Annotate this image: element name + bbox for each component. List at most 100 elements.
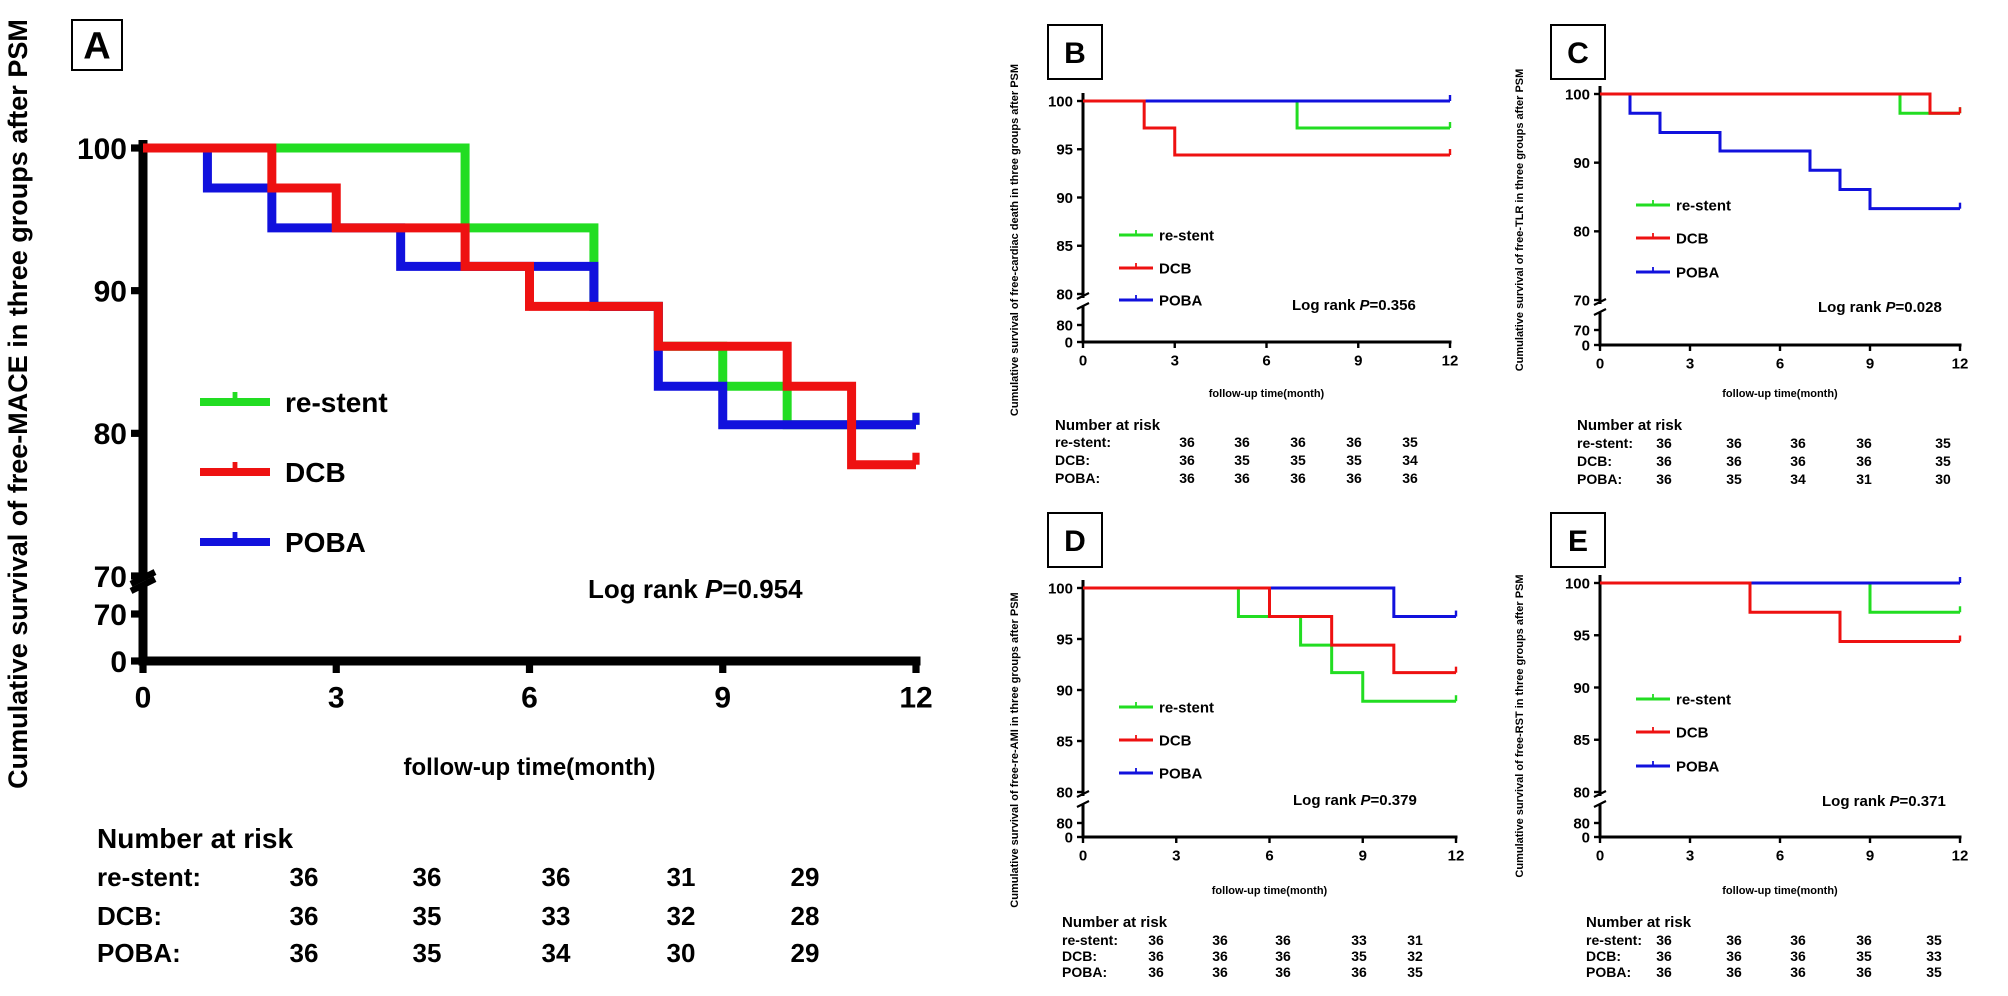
legend-label-re-stent: re-stent (1159, 227, 1214, 244)
panel-letter: D (1064, 525, 1086, 558)
y-axis-label: Cumulative survival of free-TLR in three… (1514, 69, 1526, 372)
risk-cell: 36 (1656, 964, 1672, 980)
risk-cell: 36 (1179, 434, 1195, 450)
km-curve-DCB (1600, 92, 1960, 115)
risk-cell: 36 (1656, 948, 1672, 964)
risk-cell: 34 (542, 938, 571, 968)
risk-cell: 33 (1351, 932, 1367, 948)
x-axis-label: follow-up time(month) (1722, 388, 1838, 400)
risk-cell: 35 (1856, 948, 1872, 964)
risk-cell: 35 (413, 901, 442, 931)
risk-cell: 36 (1179, 452, 1195, 468)
logrank-text: Log rank P=0.028 (1818, 299, 1942, 316)
risk-cell: 34 (1790, 471, 1806, 487)
risk-cell: 36 (1726, 453, 1742, 469)
y-tick-label: 90 (94, 275, 127, 308)
risk-cell: 31 (667, 862, 696, 892)
legend-label-re-stent: re-stent (1159, 699, 1214, 716)
y-tick-label: 95 (1056, 142, 1073, 159)
km-curve-POBA (1600, 92, 1960, 211)
risk-cell: 35 (1935, 435, 1951, 451)
logrank-p: P (1886, 299, 1897, 316)
risk-cell: 36 (1351, 964, 1367, 980)
risk-row-label: POBA: (1062, 964, 1107, 980)
risk-cell: 36 (1856, 932, 1872, 948)
logrank-p: P (1361, 792, 1372, 809)
risk-cell: 30 (1935, 471, 1951, 487)
x-tick-label: 9 (1866, 847, 1874, 864)
x-tick-label: 3 (1171, 352, 1179, 369)
risk-cell: 35 (1726, 471, 1742, 487)
x-tick-label: 0 (1596, 355, 1604, 372)
risk-cell: 36 (1275, 932, 1291, 948)
risk-cell: 36 (1275, 964, 1291, 980)
logrank-text: Log rank P=0.954 (588, 574, 803, 604)
risk-table-title: Number at risk (1062, 914, 1168, 931)
risk-row-label: re-stent: (97, 862, 201, 892)
y-tick-label: 80 (1056, 286, 1073, 303)
y-tick-label: 0 (1065, 334, 1073, 351)
y-tick-label: 85 (1573, 732, 1590, 749)
risk-row-label: DCB: (1062, 948, 1097, 964)
x-tick-label: 9 (1354, 352, 1362, 369)
legend-label-POBA: POBA (285, 527, 366, 558)
x-tick-label: 6 (1776, 847, 1784, 864)
risk-row-label: re-stent: (1062, 932, 1118, 948)
x-tick-label: 3 (1686, 847, 1694, 864)
y-tick-label: 100 (1565, 86, 1590, 103)
risk-row-label: re-stent: (1055, 434, 1111, 450)
logrank-value: =0.028 (1896, 299, 1942, 316)
x-tick-label: 12 (1952, 847, 1969, 864)
y-tick-label: 90 (1056, 190, 1073, 207)
logrank-prefix: Log rank (588, 574, 705, 604)
risk-cell: 36 (290, 938, 319, 968)
x-tick-label: 9 (1359, 847, 1367, 864)
y-tick-label: 0 (1065, 829, 1073, 846)
legend-label-DCB: DCB (1676, 724, 1709, 741)
risk-cell: 36 (1790, 964, 1806, 980)
risk-cell: 36 (1148, 948, 1164, 964)
risk-cell: 36 (1656, 453, 1672, 469)
y-tick-label: 80 (1056, 317, 1073, 334)
risk-table-title: Number at risk (1586, 914, 1692, 931)
y-tick-label: 90 (1056, 682, 1073, 699)
logrank-value: =0.954 (722, 574, 803, 604)
x-tick-label: 6 (1262, 352, 1270, 369)
legend-label-POBA: POBA (1159, 765, 1203, 782)
risk-row-label: DCB: (1577, 453, 1612, 469)
axis-break-mark (1076, 790, 1090, 798)
km-curve-DCB (1600, 581, 1960, 644)
risk-cell: 35 (1935, 453, 1951, 469)
risk-row-label: DCB: (1586, 948, 1621, 964)
panel-letter-box (1550, 24, 1606, 80)
x-tick-label: 12 (1442, 352, 1459, 369)
km-curve-re-stent (1600, 92, 1960, 115)
y-tick-label: 100 (1048, 580, 1073, 597)
risk-cell: 36 (1790, 453, 1806, 469)
logrank-p: P (1890, 793, 1901, 810)
risk-cell: 34 (1402, 452, 1418, 468)
logrank-value: =0.356 (1370, 297, 1416, 314)
legend-label-re-stent: re-stent (1676, 197, 1731, 214)
legend-label-DCB: DCB (1676, 230, 1709, 247)
panel-letter-box (1550, 512, 1606, 568)
legend-label-POBA: POBA (1676, 758, 1720, 775)
y-tick-label: 70 (94, 599, 127, 632)
y-tick-label: 70 (1573, 322, 1590, 339)
y-tick-label: 100 (77, 133, 127, 166)
risk-row-label: re-stent: (1577, 435, 1633, 451)
axis-break-mark (1593, 298, 1607, 306)
y-tick-label: 80 (1573, 224, 1590, 241)
legend-label-POBA: POBA (1676, 264, 1720, 281)
risk-row-label: DCB: (1055, 452, 1090, 468)
x-tick-label: 0 (1079, 352, 1087, 369)
risk-row-label: POBA: (1577, 471, 1622, 487)
risk-cell: 36 (413, 862, 442, 892)
logrank-text: Log rank P=0.371 (1822, 793, 1946, 810)
risk-cell: 35 (1407, 964, 1423, 980)
